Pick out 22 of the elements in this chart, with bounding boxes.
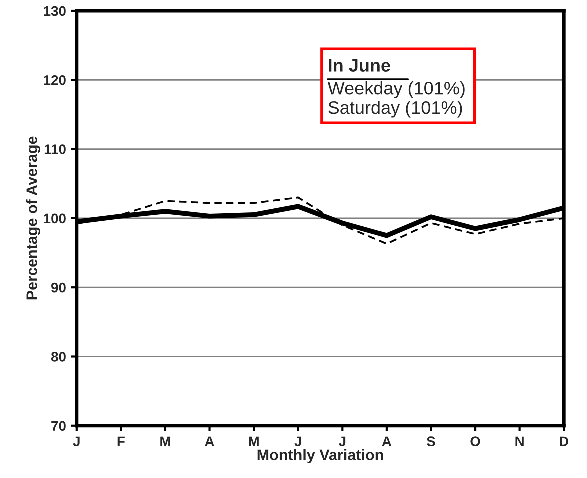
x-tick-label: A	[382, 436, 392, 446]
y-tick-label: 100	[44, 214, 66, 224]
x-tick-label: M	[160, 436, 170, 446]
x-tick-label: F	[118, 436, 125, 446]
x-tick-label: O	[470, 436, 480, 447]
x-axis-title: Monthly Variation	[258, 449, 384, 464]
y-tick-label: 90	[52, 282, 66, 293]
x-tick-label: M	[249, 436, 259, 446]
x-tick-label: S	[427, 436, 436, 447]
y-tick-label: 70	[52, 421, 66, 432]
x-tick-label: J	[294, 436, 302, 447]
x-tick-label: J	[338, 436, 346, 447]
y-tick-label: 120	[44, 75, 66, 86]
y-tick-label: 130	[44, 6, 66, 16]
x-tick-label: D	[560, 436, 569, 446]
x-tick-label: N	[516, 436, 524, 446]
annotation: In June Weekday (101%) Saturday (101%)	[328, 59, 465, 118]
y-tick-label: 110	[44, 144, 66, 154]
y-axis-title: Percentage of Average	[26, 136, 41, 300]
x-tick-label: A	[205, 436, 214, 446]
y-tick-label: 80	[51, 352, 66, 362]
x-tick-label: J	[73, 436, 80, 447]
